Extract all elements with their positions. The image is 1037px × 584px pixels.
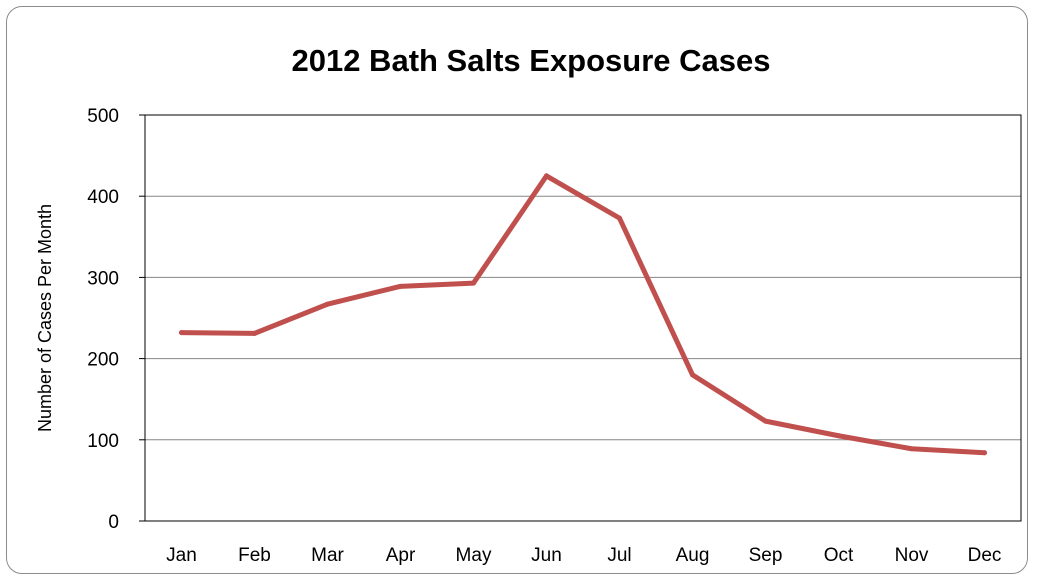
x-tick-label: Feb — [238, 545, 271, 566]
y-tick-label: 100 — [87, 431, 119, 452]
data-point — [325, 301, 330, 307]
y-tick-label: 0 — [108, 512, 119, 533]
y-tick-label: 200 — [87, 350, 119, 371]
plot-area — [144, 114, 1022, 522]
data-point — [836, 433, 841, 439]
x-tick-label: Jan — [166, 545, 197, 566]
x-tick-label: Jun — [531, 545, 562, 566]
y-axis-ticks: 0 100 200 300 400 500 — [87, 106, 145, 533]
gridlines — [145, 195, 1021, 441]
y-tick-label: 500 — [87, 106, 119, 127]
data-point — [544, 173, 549, 179]
data-point — [252, 330, 257, 336]
data-point — [471, 280, 476, 286]
chart-frame — [6, 6, 1028, 574]
x-tick-label: Mar — [311, 545, 344, 566]
data-point — [690, 372, 695, 378]
data-point — [909, 446, 914, 452]
x-tick-label: Jul — [607, 545, 631, 566]
series-layer — [179, 173, 987, 456]
x-tick-label: Nov — [895, 545, 929, 566]
data-point — [617, 215, 622, 221]
y-tick-label: 300 — [87, 268, 119, 289]
x-tick-label: Dec — [968, 545, 1002, 566]
x-tick-label: Apr — [386, 545, 416, 566]
x-tick-label: Aug — [676, 545, 710, 566]
chart-title: 2012 Bath Salts Exposure Cases — [291, 43, 770, 78]
series-line — [179, 173, 987, 456]
y-axis-label: Number of Cases Per Month — [35, 204, 55, 432]
y-tick-label: 400 — [87, 187, 119, 208]
x-tick-label: Sep — [749, 545, 783, 566]
x-tick-label: May — [456, 545, 492, 566]
data-point — [179, 330, 184, 336]
data-point — [982, 450, 987, 456]
data-point — [398, 283, 403, 289]
x-axis-ticks: Jan Feb Mar Apr May Jun Jul Aug Sep Oct Nov Dec — [166, 545, 1001, 566]
data-point — [763, 418, 768, 424]
x-tick-label: Oct — [824, 545, 854, 566]
